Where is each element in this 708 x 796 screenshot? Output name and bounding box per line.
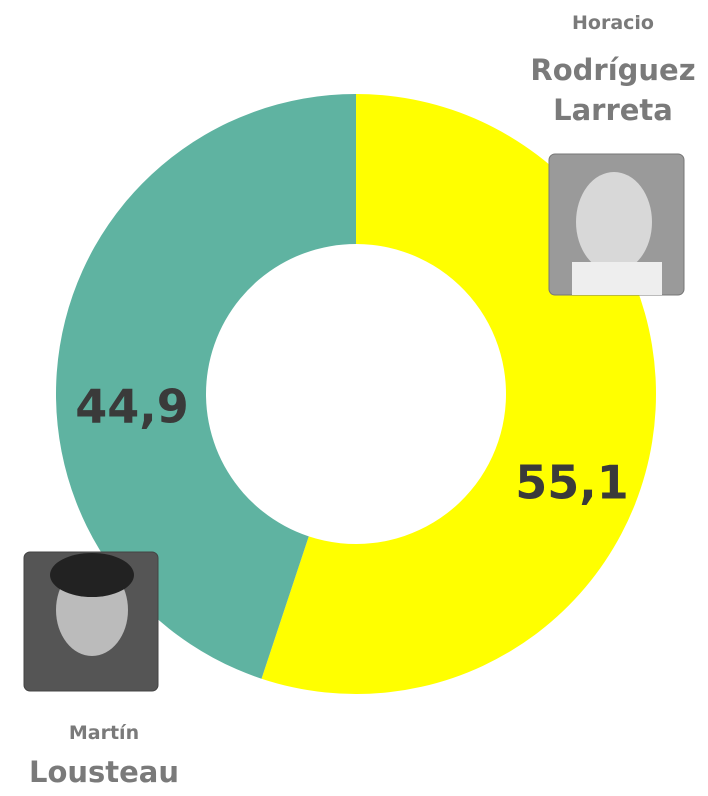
- value-label: 55,1: [515, 456, 629, 510]
- photo-larreta: [549, 154, 684, 295]
- candidate-name: Rodríguez Larreta: [500, 50, 708, 130]
- value-label: 44,9: [75, 380, 189, 434]
- first-name: Horacio: [553, 12, 673, 34]
- first-name: Martín: [44, 722, 164, 744]
- chart: 55,1 44,9 Horacio Rodríguez Larreta Martín L…: [0, 0, 708, 796]
- candidate-name: Lousteau: [4, 752, 204, 792]
- photo-lousteau: [24, 552, 158, 691]
